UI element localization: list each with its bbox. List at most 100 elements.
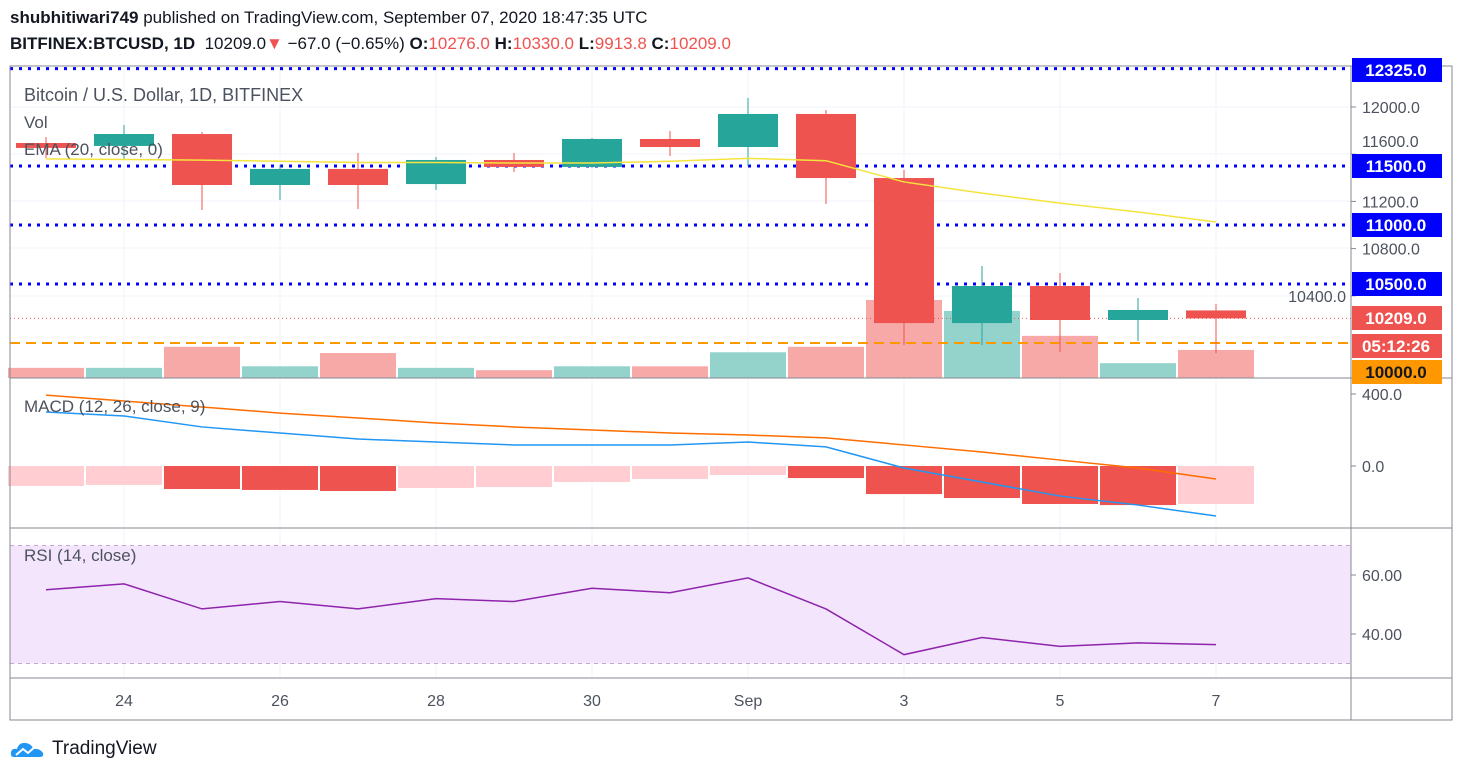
rsi-line [45,577,1217,656]
high-value: 10330.0 [512,34,575,53]
candle-body [1030,286,1090,320]
legend-title: Bitcoin / U.S. Dollar, 1D, BITFINEX [24,85,303,105]
macd-histogram-bar [164,466,240,490]
volume-bar [86,367,162,378]
macd-histogram-bar [1022,466,1098,504]
price-tick-label: 11600.0 [1362,134,1419,151]
macd-histogram-bar [866,466,942,495]
volume-bar [1100,363,1176,378]
macd-histogram-bar [398,466,474,488]
level-label: 10500.0 [1365,275,1426,294]
legend-vol: Vol [24,113,48,132]
macd-histogram-bar [788,466,864,479]
level-label-bg [1352,360,1442,384]
level-label: 11500.0 [1366,157,1427,176]
time-tick-label: 5 [1056,693,1065,710]
volume-bar [632,366,708,378]
volume-bar [710,352,786,378]
level-label-bg [1352,154,1442,178]
volume-bar [476,370,552,378]
candle-body [16,142,76,148]
candle-body [94,134,154,146]
macd-histogram-bar [476,466,552,488]
last-price-label-bg [1352,306,1442,330]
candle-body [952,286,1012,324]
macd-line [45,411,1217,517]
volume-bar [164,346,240,378]
rsi-tick-label: 40.00 [1362,627,1402,644]
price-tick-label: 11200.0 [1362,194,1419,211]
macd-histogram-bar [632,466,708,479]
level-label: 11000.0 [1366,216,1427,235]
level-label: 10000.0 [1365,363,1426,382]
change: −67.0 (−0.65%) [287,34,405,53]
candle-body [406,159,466,185]
legend-ema: EMA (20, close, 0) [24,140,163,159]
rsi-band [10,545,1351,664]
candle-body [250,168,310,185]
time-tick-label: 26 [271,693,289,710]
low-label: L: [578,34,595,53]
open-label: O: [409,34,429,53]
price-tick-label: 10400.0 [1288,289,1346,306]
publish-text: published on TradingView.com, September … [143,8,648,27]
volume-bar [554,366,630,378]
symbol-info: BITFINEX:BTCUSD, 1D 10209.0▼ −67.0 (−0.6… [10,34,731,54]
macd-signal-line [45,394,1217,480]
last-price-label: 10209.0 [1365,309,1426,328]
time-tick-label: 3 [900,693,909,710]
bar-countdown-label-bg [1352,334,1442,358]
down-arrow-icon: ▼ [266,34,283,53]
candle-body [1108,309,1168,320]
macd-histogram-bar [1100,466,1176,506]
ema-line [45,157,1217,223]
price-tick-label: 12000.0 [1362,100,1420,117]
volume-bar [320,353,396,378]
legend-rsi: RSI (14, close) [24,546,136,565]
logo-text: TradingView [52,738,157,759]
candle-body [640,138,700,148]
volume-bar [242,366,318,378]
volume-bar [1178,349,1254,378]
time-tick-label: 7 [1212,693,1221,710]
volume-bar [398,367,474,378]
macd-histogram-bar [8,466,84,486]
macd-histogram-bar [320,466,396,492]
candle-body [328,168,388,185]
candle-body [874,178,934,324]
volume-bar [8,367,84,378]
bar-countdown-label: 05:12:26 [1362,337,1430,356]
close-label: C: [651,34,670,53]
tradingview-cloud-icon [10,742,44,757]
time-tick-label: Sep [734,693,763,710]
legend-macd: MACD (12, 26, close, 9) [24,397,205,416]
tradingview-logo[interactable]: TradingView [10,738,157,760]
macd-tick-label: 0.0 [1362,459,1384,476]
last-price: 10209.0 [204,34,267,53]
symbol: BITFINEX:BTCUSD, 1D [10,34,196,53]
publish-info: shubhitiwari749 published on TradingView… [10,8,648,28]
macd-histogram-bar [86,466,162,485]
open-value: 10276.0 [428,34,490,53]
macd-tick-label: 400.0 [1362,387,1402,404]
high-label: H: [494,34,513,53]
chart-frame [9,65,1453,721]
macd-histogram-bar [1178,466,1254,504]
macd-histogram-bar [554,466,630,483]
candle-body [796,113,856,179]
macd-histogram-bar [242,466,318,490]
price-tick-label: 10800.0 [1362,242,1420,259]
low-value: 9913.8 [594,34,647,53]
rsi-tick-label: 60.00 [1362,568,1402,585]
level-label: 12325.0 [1365,61,1426,80]
candle-body [718,113,778,148]
time-tick-label: 30 [583,693,601,710]
publisher-name[interactable]: shubhitiwari749 [10,8,139,27]
level-label-bg [1352,272,1442,296]
level-label-bg [1352,58,1442,82]
candle-body [1186,310,1246,319]
level-label-bg [1352,213,1442,237]
volume-bar [788,346,864,378]
close-value: 10209.0 [669,34,731,53]
